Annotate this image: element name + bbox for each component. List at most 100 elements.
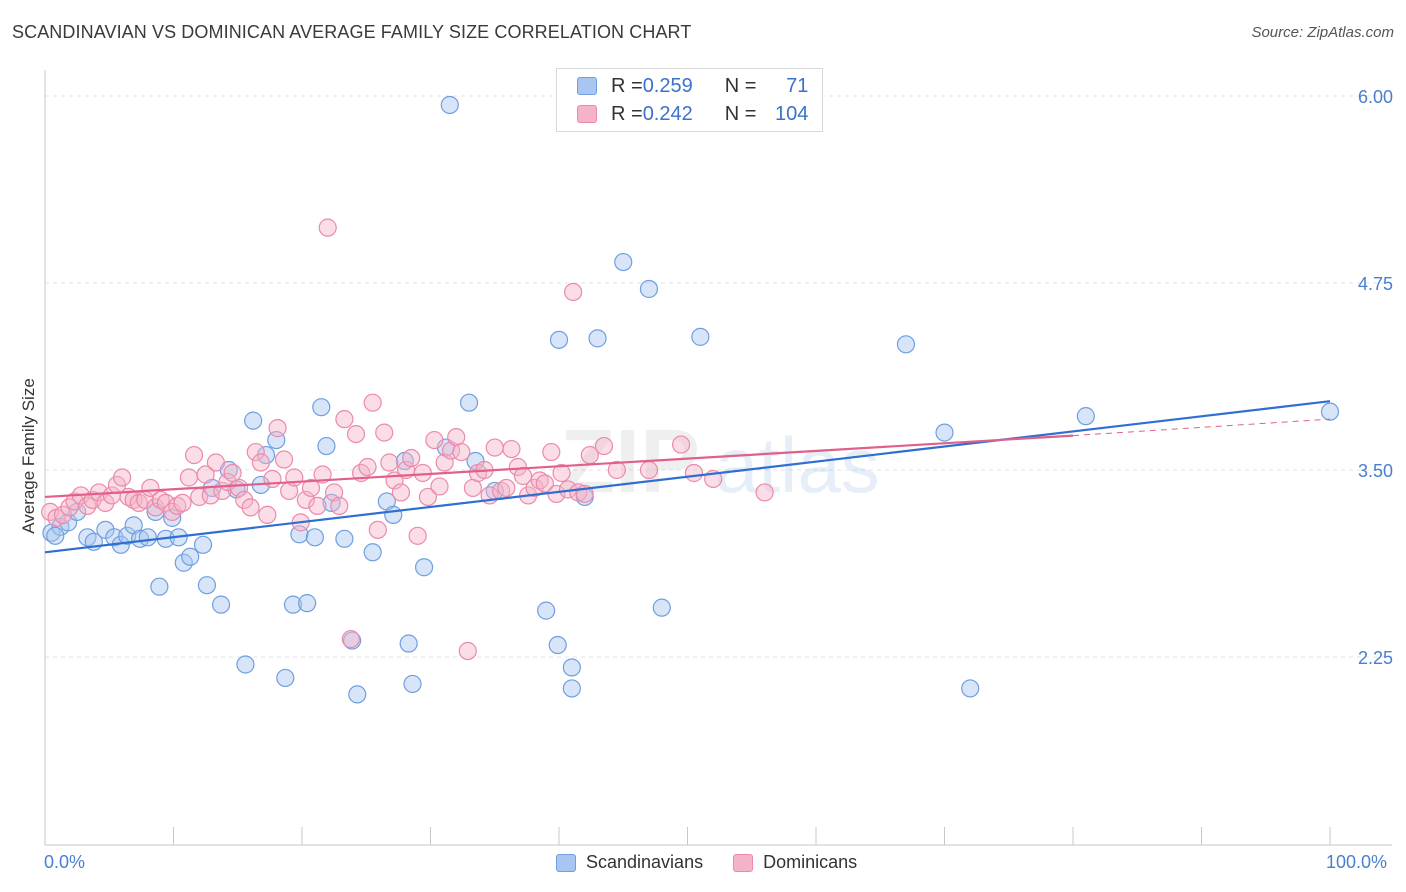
scandinavian-point [335,529,354,548]
grid-lines [45,95,1392,658]
scandinavian-point [614,252,633,272]
axes [44,70,1392,846]
dominican-point [206,453,226,472]
scandinavian-point [46,526,65,545]
series-label: Scandinavians [586,852,704,872]
dominican-point [375,423,394,442]
series-legend-scandinavians[interactable]: Scandinavians [556,852,703,873]
legend-n-value: 104 [775,102,809,125]
scandinavian-point [548,635,567,655]
dominican-point [241,498,260,517]
dominican-point [246,442,265,462]
x-tick-max: 100.0% [1326,852,1388,872]
scandinavian-point [317,436,336,456]
scandinavian-point [312,398,331,417]
scandinavian-point [1320,402,1340,421]
dominican-point [258,505,277,524]
scandinavian-point [639,279,659,299]
dominican-point [53,505,73,524]
legend-r-value: 0.242 [642,102,693,125]
dominican-point [408,526,427,545]
dominican-point [402,448,421,468]
dominican-point [502,439,521,459]
scandinavian-point [440,95,459,115]
watermark-atlas: atlas [715,421,880,509]
dominican-point [363,393,382,412]
dominican-point [163,502,182,521]
scandinavian-point [163,508,182,527]
scandinavian-trend-line [44,400,1331,554]
dominican-point [368,520,387,539]
scandinavian-point [414,558,434,577]
dominican-point [60,498,79,517]
legend-n-value: 71 [786,74,809,97]
dominican-point [418,487,438,507]
scandinavian-point [244,411,263,430]
legend-row-dominicans: R = 0.242 N = 104 [577,101,808,127]
dominican-point [78,496,97,516]
scandinavian-point [562,679,581,698]
series-swatch-dominicans [733,853,754,872]
dominican-point [458,641,477,661]
dominican-point [179,468,199,487]
dominican-point [485,438,504,457]
dominican-point [535,474,554,493]
scandinavian-point [298,594,317,613]
dominican-point [430,477,449,496]
dominican-point [112,468,132,487]
dominican-point [594,436,614,456]
scandinavian-point [211,595,231,614]
scandinavian-point [181,547,200,566]
dominican-point [425,430,444,450]
legend-swatch-scandinavians [577,77,597,95]
scandinavian-point [549,330,569,349]
dominican-point [380,453,399,472]
dominican-point [268,419,287,438]
dominican-point [296,490,315,510]
scandinavian-point [276,668,295,688]
scandinavian-point [691,327,710,346]
series-legend: Scandinavians Dominicans [556,852,887,873]
dominican-point [229,478,249,498]
dominican-trend-line [44,434,1074,499]
dominican-point [301,478,321,498]
dominican-point [223,463,242,483]
y-tick-label: 2.25 [1358,648,1393,668]
scandinavian-point [363,543,382,562]
legend-swatch-dominicans [577,105,597,123]
dominican-point [251,453,270,472]
scandinavian-point [236,655,255,674]
scandinavian-point [961,679,980,698]
dominican-trend-extension [1072,418,1331,437]
dominican-point [196,465,215,484]
series-legend-dominicans[interactable]: Dominicans [733,852,857,873]
y-axis-label: Average Family Size [19,378,38,534]
dominican-point [391,483,411,502]
y-tick-labels: 2.25 3.50 4.75 6.00 [1358,87,1393,668]
dominican-point [325,483,344,502]
legend-row-scandinavians: R = 0.259 N = 71 [577,73,808,99]
dominican-point [313,465,332,484]
dominican-point [263,469,282,489]
dominican-point [452,442,471,462]
dominican-point [564,282,583,302]
dominican-point [330,496,349,516]
scandinavian-point [193,535,213,554]
scandinavian-point [537,601,556,620]
dominican-point [607,460,626,480]
source-label: Source: ZipAtlas.com [1251,24,1394,41]
watermark: ZIP atlas [560,412,880,512]
dominican-point [530,471,549,490]
scandinavians-points [42,95,1340,704]
legend-r-label: R = [611,102,643,125]
dominican-point [755,483,774,502]
dominican-point [141,478,160,498]
scandinavian-point [197,576,217,595]
y-tick-label: 4.75 [1358,274,1393,294]
series-swatch-scandinavians [556,853,576,872]
scandinavian-point [399,634,418,653]
dominican-point [235,490,254,510]
scandinavian-point [562,658,581,677]
dominican-point [168,496,187,516]
scandinavian-point [403,674,422,694]
